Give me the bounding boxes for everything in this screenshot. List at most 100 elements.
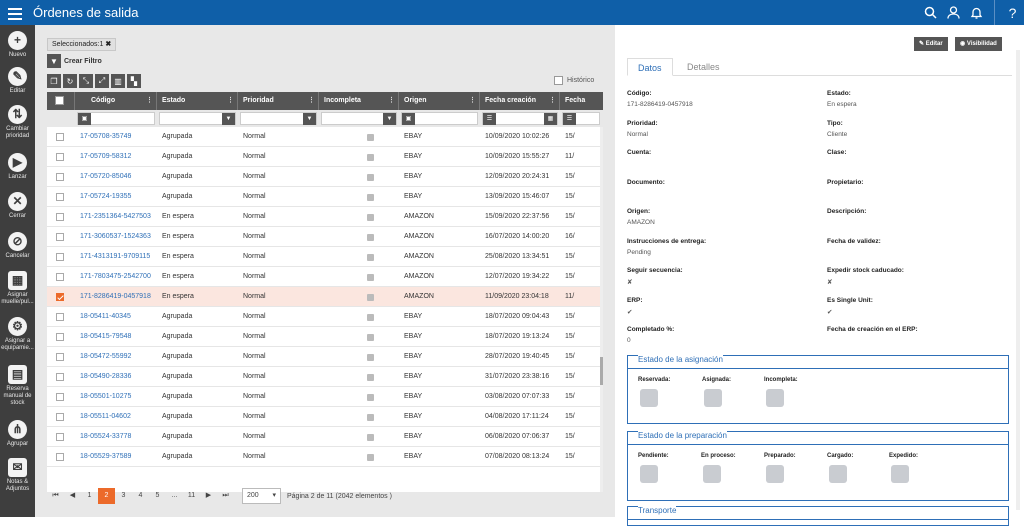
table-row[interactable]: 18-05490-28336 Agrupada Normal EBAY 31/07/20… — [47, 367, 603, 387]
filter-prioridad[interactable]: ▼ — [240, 112, 317, 125]
table-row[interactable]: 18-05415-79548 Agrupada Normal EBAY 18/07/20… — [47, 327, 603, 347]
column-header-estado[interactable]: Estado ⋮ — [157, 92, 238, 110]
next-page-button[interactable]: ▶ — [205, 492, 212, 499]
column-header-incompleta[interactable]: Incompleta ⋮ — [319, 92, 399, 110]
sidebar-item-cancelar[interactable]: ⊘ Cancelar — [5, 232, 30, 259]
filter-estado[interactable]: ▼ — [159, 112, 236, 125]
page-button[interactable]: 3 — [121, 492, 126, 499]
row-checkbox[interactable] — [56, 193, 64, 201]
filter-codigo[interactable]: ▣ — [77, 112, 155, 125]
visibility-button[interactable]: ◉ Visibilidad — [955, 37, 1002, 51]
column-menu-icon[interactable]: ⋮ — [308, 97, 315, 104]
page-button[interactable]: 4 — [138, 492, 143, 499]
filter-options-icon[interactable]: ▣ — [402, 113, 415, 125]
historico-checkbox[interactable] — [554, 76, 563, 85]
filter-fecha[interactable]: ☰ — [562, 112, 600, 125]
create-filter-button[interactable]: ▼ Crear Filtro — [47, 54, 102, 68]
column-menu-icon[interactable]: ⋮ — [227, 97, 234, 104]
column-header-origen[interactable]: Origen ⋮ — [399, 92, 480, 110]
cell-codigo[interactable]: 171-7803475-2542700 — [80, 273, 151, 280]
row-checkbox[interactable] — [56, 233, 64, 241]
sidebar-item-reserva-manual[interactable]: ▤ Reserva manual de stock — [3, 365, 32, 406]
menu-icon[interactable] — [6, 5, 24, 21]
table-row[interactable]: 17-05708-35749 Agrupada Normal EBAY 10/09/20… — [47, 127, 603, 147]
bell-icon[interactable] — [965, 0, 988, 25]
page-button[interactable]: 11 — [187, 492, 196, 499]
cell-codigo[interactable]: 171-2351364-5427503 — [80, 213, 151, 220]
last-page-button[interactable]: ⏭ — [222, 492, 229, 499]
expand-icon[interactable]: ⤢ — [95, 74, 109, 88]
row-checkbox[interactable] — [56, 273, 64, 281]
close-icon[interactable]: ✖ — [105, 41, 112, 48]
selected-chip[interactable]: Seleccionados:1 ✖ — [47, 38, 117, 51]
sidebar-item-asignar-equipamiento[interactable]: ⚙ Asignar a equipamie... — [1, 317, 34, 351]
table-row[interactable]: 171-4313191-9709115 En espera Normal AMAZON… — [47, 247, 603, 267]
row-checkbox[interactable] — [56, 153, 64, 161]
filter-fecha-creacion[interactable]: ☰ ▦ — [482, 112, 558, 125]
cell-codigo[interactable]: 17-05709-58312 — [80, 153, 132, 160]
column-header-prioridad[interactable]: Prioridad ⋮ — [238, 92, 319, 110]
filter-origen[interactable]: ▣ — [401, 112, 478, 125]
column-menu-icon[interactable]: ⋮ — [469, 97, 476, 104]
column-header-codigo[interactable]: Código ⋮ — [75, 92, 157, 110]
search-icon[interactable] — [919, 0, 942, 25]
column-menu-icon[interactable]: ⋮ — [549, 97, 556, 104]
table-row[interactable]: 17-05709-58312 Agrupada Normal EBAY 10/09/20… — [47, 147, 603, 167]
sidebar-item-agrupar[interactable]: ⋔ Agrupar — [6, 420, 29, 447]
table-row[interactable]: 18-05529-37589 Agrupada Normal EBAY 07/08/20… — [47, 447, 603, 467]
cell-codigo[interactable]: 18-05411-40345 — [80, 313, 131, 320]
table-row[interactable]: 18-05472-55992 Agrupada Normal EBAY 28/07/20… — [47, 347, 603, 367]
cell-codigo[interactable]: 18-05511-04602 — [80, 413, 131, 420]
row-checkbox[interactable] — [56, 213, 64, 221]
sidebar-item-cerrar[interactable]: ✕ Cerrar — [8, 192, 27, 219]
row-checkbox[interactable] — [56, 413, 64, 421]
table-row[interactable]: 17-05720-85046 Agrupada Normal EBAY 12/09/20… — [47, 167, 603, 187]
page-button[interactable]: 5 — [155, 492, 160, 499]
sidebar-item-asignar-muelle[interactable]: ▦ Asignar muelle/pul... — [1, 271, 34, 305]
cell-codigo[interactable]: 18-05472-55992 — [80, 353, 132, 360]
help-icon[interactable]: ? — [1008, 4, 1017, 21]
dropdown-icon[interactable]: ▼ — [222, 113, 235, 125]
grid-scrollbar[interactable] — [600, 127, 603, 492]
sidebar-item-nuevo[interactable]: + Nuevo — [8, 31, 27, 58]
sidebar-item-notas[interactable]: ✉ Notas & Adjuntos — [5, 458, 30, 492]
collapse-icon[interactable]: ⤡ — [79, 74, 93, 88]
table-row[interactable]: 17-05724-19355 Agrupada Normal EBAY 13/09/20… — [47, 187, 603, 207]
tab-datos[interactable]: Datos — [627, 58, 673, 76]
column-menu-icon[interactable]: ⋮ — [388, 97, 395, 104]
dropdown-icon[interactable]: ▼ — [383, 113, 396, 125]
sidebar-item-lanzar[interactable]: ▶ Lanzar — [8, 153, 27, 180]
page-size-select[interactable]: 200 — [242, 488, 281, 504]
table-row[interactable]: 171-8286419-0457918 En espera Normal AMAZON… — [47, 287, 603, 307]
table-row[interactable]: 171-7803475-2542700 En espera Normal AMAZON… — [47, 267, 603, 287]
row-checkbox[interactable] — [56, 313, 64, 321]
row-checkbox[interactable] — [56, 353, 64, 361]
historico-toggle[interactable]: Histórico — [554, 76, 594, 85]
columns-icon[interactable]: ▥ — [111, 74, 125, 88]
user-icon[interactable] — [942, 0, 965, 25]
dropdown-icon[interactable]: ▼ — [303, 113, 316, 125]
row-checkbox[interactable] — [56, 393, 64, 401]
table-row[interactable]: 18-05411-40345 Agrupada Normal EBAY 18/07/20… — [47, 307, 603, 327]
cell-codigo[interactable]: 18-05524-33778 — [80, 433, 132, 440]
table-row[interactable]: 18-05501-10275 Agrupada Normal EBAY 03/08/20… — [47, 387, 603, 407]
cell-codigo[interactable]: 17-05724-19355 — [80, 193, 132, 200]
filter-options-icon[interactable]: ☰ — [483, 113, 496, 125]
cell-codigo[interactable]: 18-05501-10275 — [80, 393, 132, 400]
table-row[interactable]: 18-05511-04602 Agrupada Normal EBAY 04/08/20… — [47, 407, 603, 427]
prev-page-button[interactable]: ◀ — [69, 492, 76, 499]
cell-codigo[interactable]: 17-05720-85046 — [80, 173, 132, 180]
row-checkbox[interactable] — [56, 433, 64, 441]
cell-codigo[interactable]: 171-3060537-1524363 — [80, 233, 151, 240]
select-all-header[interactable] — [47, 92, 75, 110]
row-checkbox[interactable] — [56, 453, 64, 461]
row-checkbox[interactable] — [56, 373, 64, 381]
edit-button[interactable]: ✎ Editar — [914, 37, 948, 51]
column-menu-icon[interactable]: ⋮ — [146, 97, 153, 104]
row-checkbox[interactable] — [56, 333, 64, 341]
page-ellipsis[interactable]: ... — [171, 492, 178, 499]
filter-options-icon[interactable]: ▣ — [78, 113, 91, 125]
select-all-checkbox[interactable] — [55, 96, 64, 105]
filter-incompleta[interactable]: ▼ — [321, 112, 397, 125]
copy-icon[interactable]: ❐ — [47, 74, 61, 88]
